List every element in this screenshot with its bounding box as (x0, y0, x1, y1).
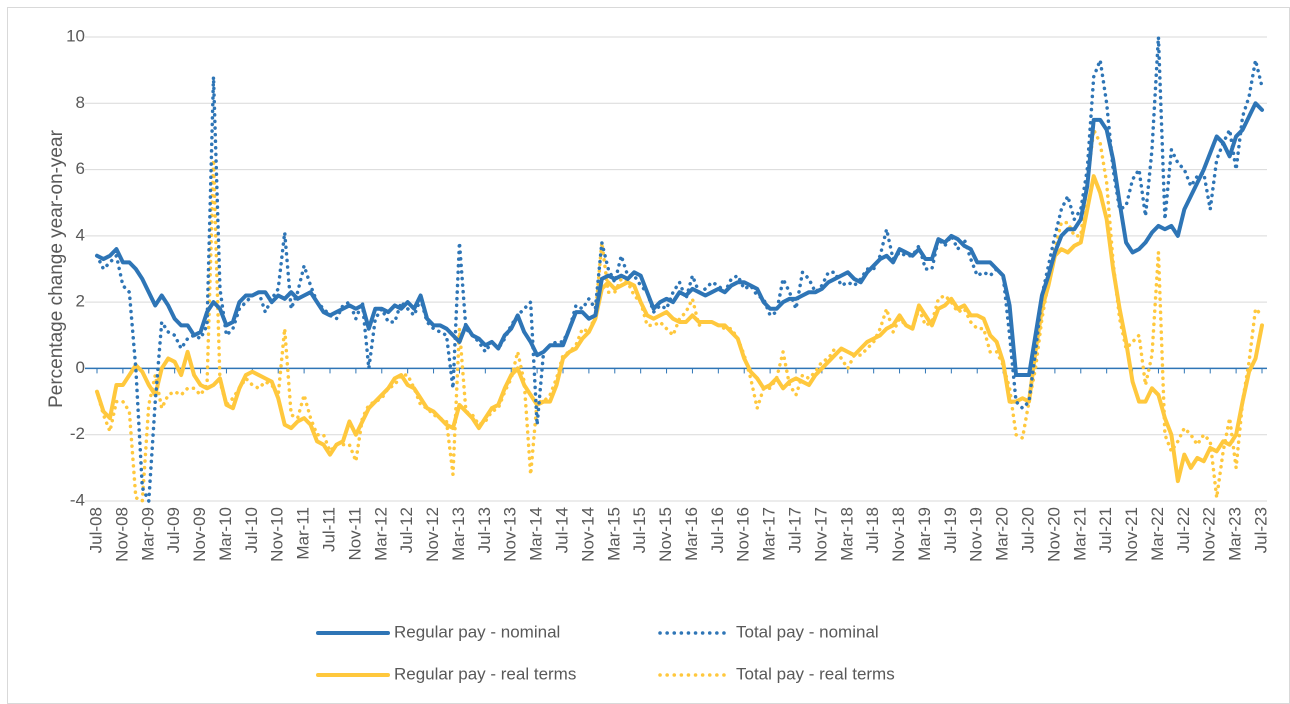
x-tick-label: Nov-16 (734, 507, 753, 562)
x-tick-label: Mar-09 (138, 507, 157, 561)
chart-frame (7, 7, 1290, 704)
legend-label: Regular pay - nominal (394, 622, 560, 641)
x-tick-label: Jul-08 (86, 507, 105, 553)
x-tick-label: Jul-16 (708, 507, 727, 553)
series-line (95, 35, 1264, 503)
y-tick-label: -2 (70, 424, 85, 443)
x-tick-label: Nov-22 (1200, 507, 1219, 562)
x-tick-label: Nov-17 (811, 507, 830, 562)
y-tick-label: 4 (76, 225, 85, 244)
x-tick-label: Jul-19 (941, 507, 960, 553)
x-tick-label: Mar-14 (527, 507, 546, 561)
x-tick-label: Jul-10 (242, 507, 261, 553)
x-tick-label: Nov-15 (656, 507, 675, 562)
x-tick-label: Nov-10 (268, 507, 287, 562)
x-tick-label: Jul-21 (1096, 507, 1115, 553)
x-tick-label: Jul-23 (1251, 507, 1270, 553)
y-tick-label: -4 (70, 490, 85, 509)
y-tick-label: 6 (76, 159, 85, 178)
series-line (95, 128, 1264, 503)
x-tick-label: Nov-20 (1044, 507, 1063, 562)
series-line (95, 101, 1264, 378)
x-tick-label: Jul-22 (1174, 507, 1193, 553)
series-line (95, 174, 1264, 484)
x-tick-label: Jul-15 (630, 507, 649, 553)
legend-label: Total pay - nominal (736, 622, 879, 641)
x-tick-label: Mar-21 (1070, 507, 1089, 561)
x-tick-label: Nov-12 (423, 507, 442, 562)
y-tick-label: 8 (76, 93, 85, 112)
x-tick-label: Mar-15 (604, 507, 623, 561)
x-tick-label: Mar-11 (294, 507, 313, 560)
y-tick-label: 10 (66, 26, 85, 45)
x-tick-label: Mar-10 (216, 507, 235, 561)
x-tick-label: Jul-18 (863, 507, 882, 553)
x-tick-label: Jul-20 (1018, 507, 1037, 553)
x-tick-label: Nov-09 (190, 507, 209, 562)
x-tick-label: Mar-23 (1226, 507, 1245, 561)
x-tick-label: Jul-12 (397, 507, 416, 553)
x-tick-label: Mar-19 (915, 507, 934, 561)
y-axis-label: Percentage change year-on-year (46, 129, 67, 407)
x-tick-label: Nov-21 (1122, 507, 1141, 562)
x-tick-label: Nov-11 (345, 507, 364, 561)
x-tick-label: Nov-14 (578, 507, 597, 562)
x-tick-label: Nov-18 (889, 507, 908, 562)
x-tick-label: Jul-09 (164, 507, 183, 553)
x-tick-label: Jul-14 (552, 507, 571, 553)
x-tick-label: Mar-18 (837, 507, 856, 561)
x-tick-label: Jul-11 (319, 507, 338, 552)
x-tick-label: Mar-20 (993, 507, 1012, 561)
x-tick-label: Mar-22 (1148, 507, 1167, 561)
x-tick-label: Jul-17 (785, 507, 804, 553)
x-tick-label: Mar-16 (682, 507, 701, 561)
legend-label: Total pay - real terms (736, 664, 895, 683)
x-tick-label: Jul-13 (475, 507, 494, 553)
x-tick-label: Nov-19 (967, 507, 986, 562)
x-tick-label: Mar-13 (449, 507, 468, 561)
x-tick-label: Nov-13 (501, 507, 520, 562)
y-tick-label: 2 (76, 292, 85, 311)
x-tick-label: Nov-08 (112, 507, 131, 562)
legend-label: Regular pay - real terms (394, 664, 576, 683)
y-tick-label: 0 (76, 358, 85, 377)
x-tick-label: Mar-17 (760, 507, 779, 561)
x-tick-label: Mar-12 (371, 507, 390, 561)
